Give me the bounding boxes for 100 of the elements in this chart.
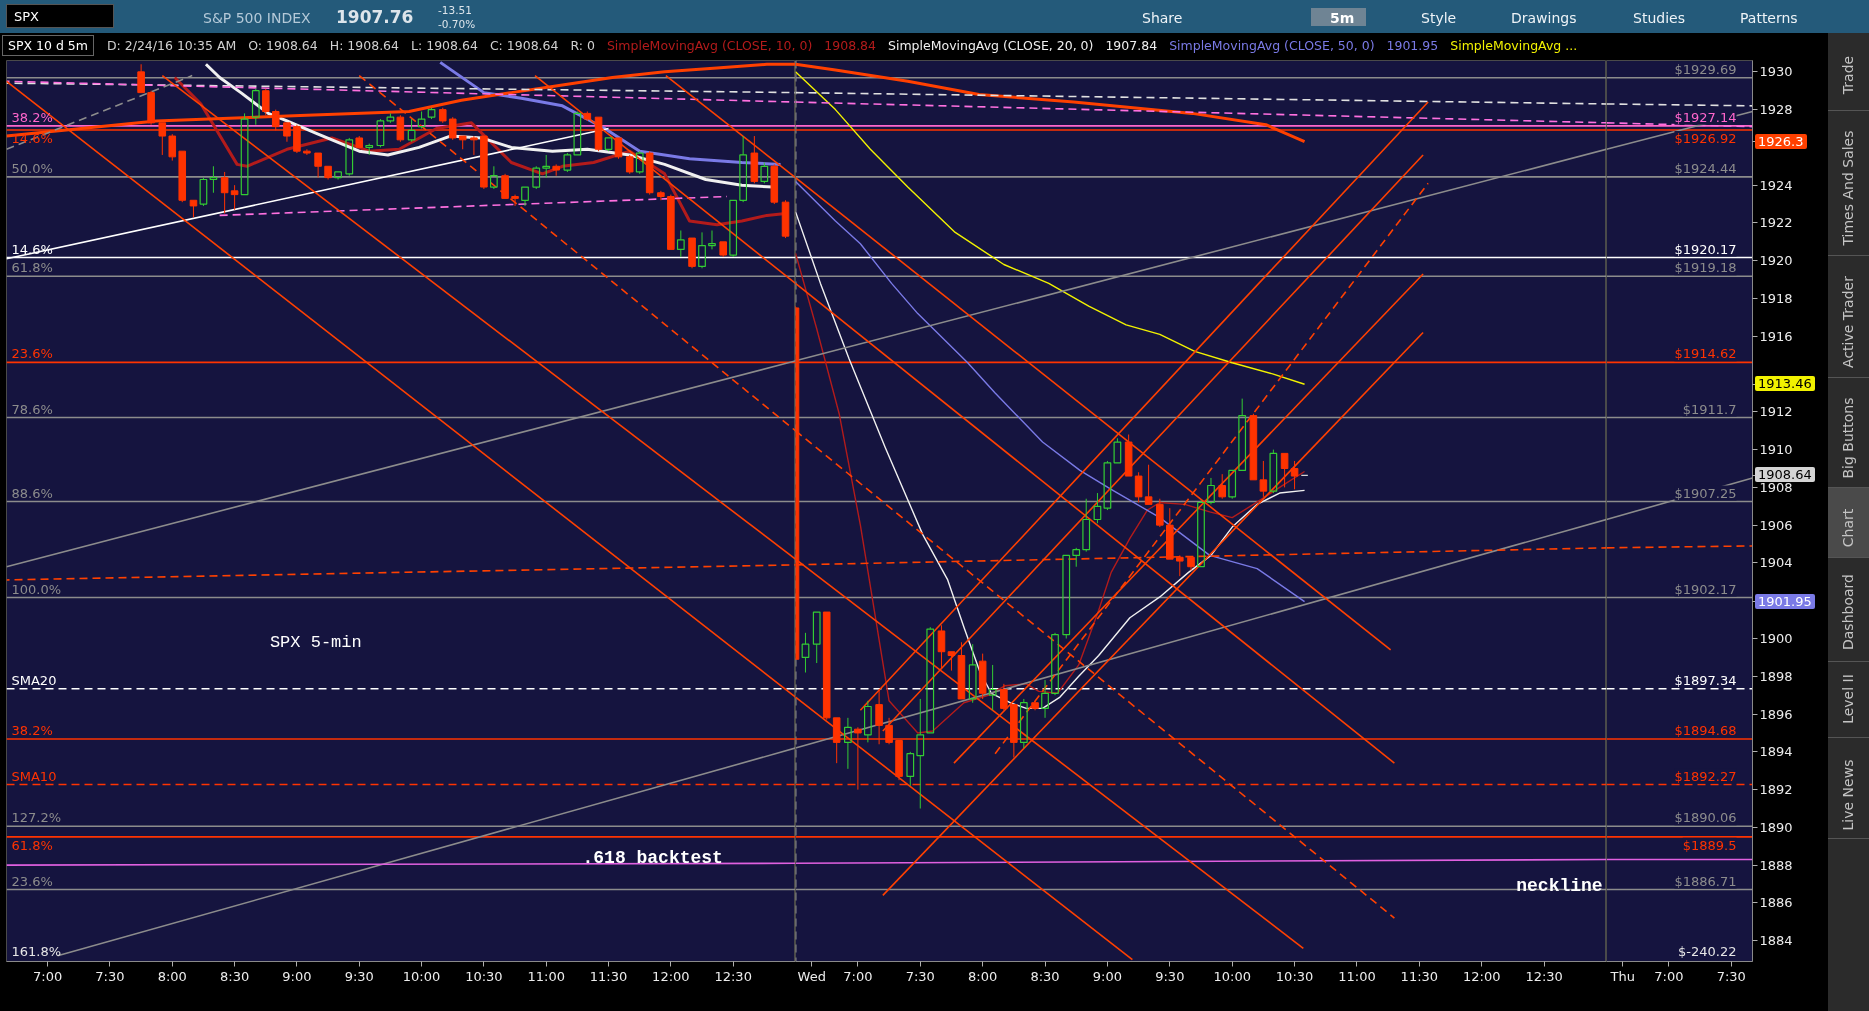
x-tick-label: 9:00 [282, 968, 312, 984]
text: Active Trader [1839, 276, 1857, 368]
x-tick-label: 7:00 [1654, 968, 1684, 984]
text: 1908.84 [823, 37, 878, 55]
annotation: 78.6% [11, 401, 53, 417]
y2-tick-label: 1916 [1759, 328, 1793, 344]
text: 5m [1330, 9, 1355, 28]
x-tick-label: 11:00 [1338, 968, 1376, 984]
x-tick-label: 8:30 [220, 968, 250, 984]
x-tick-label: 9:30 [344, 968, 374, 984]
ref-line-label: $1929.69 [1674, 61, 1737, 77]
text: Level II [1839, 674, 1857, 724]
y2-tick-label: 1912 [1759, 404, 1793, 420]
x-tick-label: 8:00 [968, 968, 998, 984]
text: 1901.95 [1385, 37, 1440, 55]
ref-line-label: $1919.18 [1674, 260, 1737, 276]
x-tick-label: 7:00 [843, 968, 873, 984]
y2-tick-label: 1892 [1759, 782, 1793, 798]
y2-tick-label: 1920 [1759, 253, 1793, 269]
annotation: .618 backtest [582, 847, 723, 868]
annotation: 38.2% [11, 722, 53, 738]
annotation: 161.8% [11, 943, 62, 959]
annotation: 38.2% [11, 109, 53, 125]
text: L: 1908.64 [410, 37, 479, 55]
annotation: 100.0% [11, 581, 62, 597]
y2-tick-label: 1886 [1759, 895, 1793, 911]
x-tick-label: 7:00 [33, 968, 63, 984]
x-tick-label: 7:30 [1716, 968, 1746, 984]
ref-line-label: $1892.27 [1674, 768, 1737, 784]
text: SPX 5-min [269, 633, 362, 653]
x-tick-label: 8:00 [157, 968, 187, 984]
y2-tick-label: 1898 [1759, 668, 1793, 684]
y2-tick-label: 1928 [1759, 102, 1793, 118]
x-tick-label: 9:00 [1092, 968, 1123, 984]
annotation: 14.6% [11, 131, 53, 147]
x-tick-label: 12:00 [652, 968, 690, 984]
x-tick-label: 11:30 [1400, 968, 1439, 984]
annotation: $-240.22 [1678, 943, 1737, 959]
y2-tick-label: 1901.95 [1755, 594, 1815, 609]
text: H: 1908.64 [328, 37, 401, 55]
x-tick-label: 11:00 [527, 968, 565, 984]
ref-line-label: $1886.71 [1674, 873, 1737, 889]
ref-line-label: $1927.14 [1674, 109, 1737, 125]
annotation: SMA20 [11, 672, 57, 688]
y2-tick-label: 1900 [1759, 631, 1793, 646]
ref-line-label: $1924.44 [1674, 160, 1737, 176]
text: D: 2/24/16 10:35 AM [105, 37, 238, 55]
text: Chart [1839, 508, 1857, 548]
x-tick-label: 10:30 [1275, 968, 1314, 984]
text: R: 0 [569, 37, 596, 55]
x-tick-label: 9:30 [1155, 968, 1185, 984]
text: 1907.76 [336, 6, 414, 29]
text: -0.70% [438, 17, 476, 32]
ref-line-label: $1902.17 [1674, 581, 1737, 597]
text: Style [1421, 9, 1457, 28]
x-tick-label: 12:30 [1525, 968, 1563, 984]
annotation: 23.6% [11, 873, 53, 889]
x-tick-label: 10:00 [402, 968, 441, 984]
text: Dashboard [1839, 574, 1857, 650]
text: S&P 500 INDEX [203, 9, 311, 28]
y2-tick-label: 1894 [1759, 744, 1793, 760]
y2-tick-label: 1910 [1759, 442, 1793, 458]
y2-tick-label: 1913.46 [1755, 376, 1815, 391]
text: SimpleMovingAvg (CLOSE, 10, 0) [605, 37, 814, 55]
annotation: 61.8% [11, 260, 53, 276]
text: Studies [1633, 9, 1685, 28]
x-tick-label: 10:30 [465, 968, 503, 984]
annotation: 23.6% [11, 346, 53, 362]
ref-line-label: $1897.34 [1674, 672, 1737, 688]
annotation: SMA10 [11, 768, 57, 784]
text: 1907.84 [1104, 37, 1159, 55]
text: SimpleMovingAvg (CLOSE, 20, 0) [887, 37, 1095, 55]
x-tick-label: 12:00 [1463, 968, 1501, 984]
y2-tick-label: 1930 [1759, 64, 1793, 80]
ref-line-label: $1920.17 [1674, 241, 1737, 257]
y2-tick-label: 1924 [1759, 177, 1793, 193]
y2-tick-label: 1908 [1759, 479, 1793, 495]
y2-tick-label: 1908.64 [1755, 467, 1815, 482]
y2-tick-label: 1918 [1759, 291, 1793, 306]
y2-tick-label: 1888 [1759, 857, 1793, 873]
x-tick-label: 11:30 [589, 968, 628, 984]
ref-line-label: $1894.68 [1674, 722, 1737, 738]
ref-line-label: $1907.25 [1674, 485, 1737, 501]
y2-tick-label: 1926.3 [1755, 134, 1807, 149]
text: SPX [14, 8, 39, 26]
text: Drawings [1511, 9, 1577, 28]
text: SimpleMovingAvg ... [1449, 37, 1579, 55]
x-tick-label: 10:00 [1213, 968, 1251, 984]
y2-tick-label: 1890 [1759, 819, 1793, 835]
x-tick-label: 7:30 [905, 968, 935, 984]
text: Patterns [1740, 9, 1798, 28]
text: Times And Sales [1839, 130, 1857, 246]
y2-tick-label: 1904 [1759, 555, 1793, 571]
x-tick-label: Wed [797, 968, 826, 984]
text: C: 1908.64 [488, 37, 560, 55]
annotation: 61.8% [11, 837, 53, 853]
chart-title: SPX 10 d 5m [3, 36, 93, 55]
annotation: 88.6% [11, 485, 53, 501]
text: Live News [1839, 759, 1857, 831]
x-tick-label: 8:30 [1030, 968, 1060, 984]
